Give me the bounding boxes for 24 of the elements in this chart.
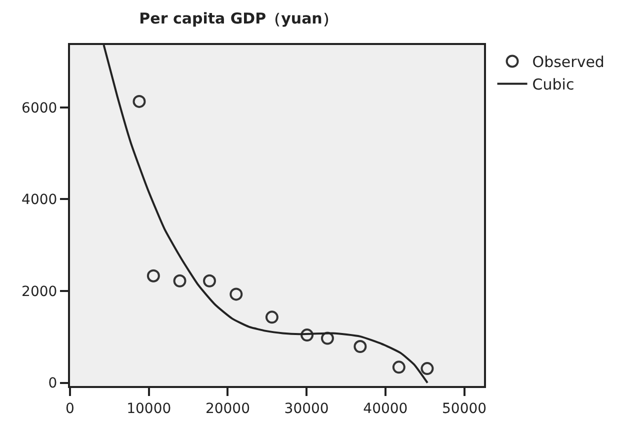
point xyxy=(320,332,334,345)
point xyxy=(354,340,367,354)
y-tick-label: 4000 xyxy=(22,192,58,208)
x-tick-label: 10000 xyxy=(126,400,172,417)
y-tick-label: 6000 xyxy=(22,100,58,116)
x-tick-label: 40000 xyxy=(363,400,408,417)
legend-label: Cubic xyxy=(532,76,574,94)
legend-label: Observed xyxy=(532,53,604,72)
point xyxy=(132,94,146,108)
chart-title: Per capita GDP（yuan） xyxy=(139,9,338,28)
point xyxy=(300,328,314,342)
x-tick-label: 30000 xyxy=(284,400,329,417)
point xyxy=(173,274,186,288)
point xyxy=(203,274,216,288)
y-tick-label: 0 xyxy=(48,376,58,392)
point xyxy=(420,362,434,376)
point xyxy=(392,360,406,374)
x-tick-label: 50000 xyxy=(442,400,487,417)
y-tick-label: 2000 xyxy=(22,284,58,300)
point xyxy=(146,269,160,282)
point xyxy=(265,310,278,324)
point xyxy=(230,288,243,301)
x-tick-label: 20000 xyxy=(205,400,250,417)
x-tick-label: 0 xyxy=(66,400,74,417)
